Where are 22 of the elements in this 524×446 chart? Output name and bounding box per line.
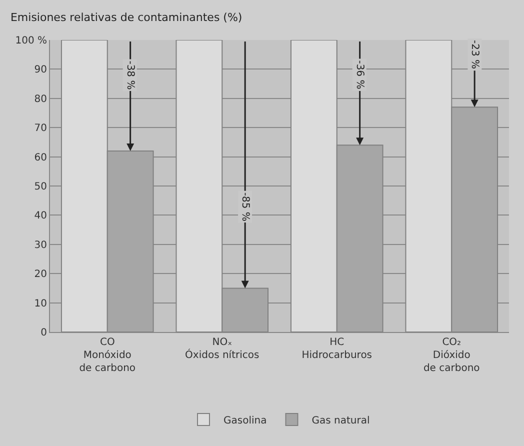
y-tick-label: 80 (34, 94, 47, 105)
y-tick-label: 100 % (15, 36, 47, 46)
y-tick-label: 50 (34, 182, 47, 192)
x-tick-label: CO Monóxido de carbono (79, 337, 136, 374)
x-tick-label: CO₂ Dióxido de carbono (423, 337, 480, 374)
y-tick-label: 20 (34, 269, 47, 280)
y-tick-label: 10 (34, 298, 47, 310)
y-tick-label: 70 (34, 123, 47, 134)
legend-label: Gasolina (224, 415, 267, 426)
y-tick-label: 30 (34, 240, 47, 251)
annotation: -85 % (240, 192, 251, 222)
y-tick-label: 90 (34, 64, 47, 76)
y-tick-label: 0 (40, 328, 47, 338)
y-tick-label: 60 (34, 152, 47, 164)
chart-title: Emisiones relativas de contaminantes (%) (10, 11, 242, 24)
annotation: -36 % (354, 60, 365, 90)
y-tick-label: 40 (34, 210, 47, 222)
x-tick-label: NOₓ Óxidos nítricos (185, 337, 260, 361)
annotation: -38 % (124, 60, 136, 90)
annotation: -23 % (469, 40, 480, 70)
legend-label: Gas natural (312, 415, 370, 426)
x-tick-label: HC Hidrocarburos (302, 337, 372, 361)
